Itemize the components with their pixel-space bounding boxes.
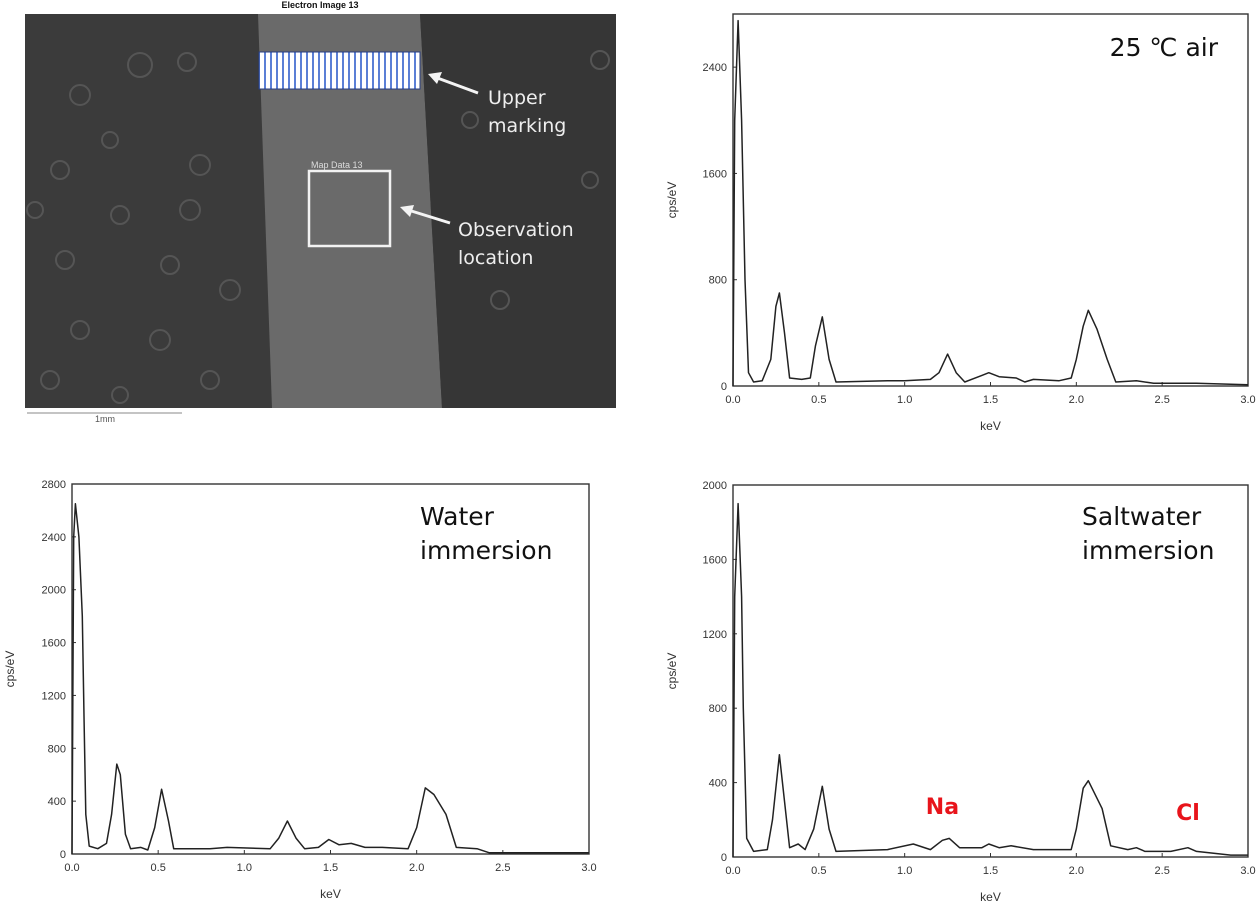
x-axis-label: keV — [980, 419, 1001, 433]
observation-label-2: location — [458, 247, 533, 269]
map-data-label: Map Data 13 — [311, 160, 363, 170]
y-axis-label: cps/eV — [3, 651, 17, 688]
y-tick-label: 2400 — [703, 62, 727, 74]
x-tick-label: 0.0 — [725, 865, 740, 877]
x-tick-label: 1.5 — [983, 394, 998, 406]
x-tick-label: 3.0 — [581, 862, 596, 874]
y-tick-label: 800 — [709, 275, 727, 287]
upper-marking-label-1: Upper — [488, 87, 546, 109]
x-tick-label: 0.5 — [811, 865, 826, 877]
condition-label: 25 ℃ air — [1110, 33, 1219, 62]
y-axis-label: cps/eV — [665, 182, 679, 219]
y-tick-label: 800 — [709, 703, 727, 715]
plot-frame — [732, 13, 1249, 387]
condition-label: immersion — [420, 536, 552, 565]
y-tick-label: 800 — [48, 743, 66, 755]
x-tick-label: 0.5 — [151, 862, 166, 874]
fiber-strip — [258, 14, 442, 408]
x-tick-label: 0.0 — [64, 862, 79, 874]
spectrum-line — [732, 19, 1249, 387]
y-axis-label: cps/eV — [665, 653, 679, 690]
y-tick-label: 1200 — [703, 629, 727, 641]
y-tick-label: 2400 — [42, 532, 66, 544]
x-tick-label: 1.5 — [323, 862, 338, 874]
y-tick-label: 2000 — [42, 585, 66, 597]
y-tick-label: 0 — [60, 849, 66, 861]
x-tick-label: 2.5 — [495, 862, 510, 874]
x-tick-label: 2.0 — [1069, 394, 1084, 406]
arrow-upper — [431, 74, 479, 95]
spectrum-line — [732, 502, 1248, 858]
x-axis-label: keV — [320, 887, 341, 901]
x-tick-label: 1.0 — [897, 394, 912, 406]
condition-label: Saltwater — [1082, 502, 1202, 531]
x-tick-label: 3.0 — [1240, 865, 1255, 877]
x-tick-label: 3.0 — [1240, 394, 1255, 406]
condition-label: immersion — [1082, 536, 1214, 565]
element-label-na: Na — [926, 795, 959, 820]
y-tick-label: 2000 — [703, 480, 727, 492]
condition-label: Water — [420, 502, 495, 531]
spectrum-line — [71, 503, 589, 855]
x-tick-label: 0.5 — [811, 394, 826, 406]
y-tick-label: 2800 — [42, 479, 66, 491]
x-tick-label: 1.5 — [983, 865, 998, 877]
upper-marking — [258, 51, 421, 90]
y-tick-label: 0 — [721, 852, 727, 864]
sem-title: Electron Image 13 — [281, 0, 358, 10]
surface-craters — [26, 50, 610, 404]
chart-water: 0.0 0.5 1.0 1.5 2.0 2.5 3.0 0 400 800 1200 1600 2000… — [3, 479, 597, 901]
x-tick-label: 0.0 — [725, 394, 740, 406]
x-tick-label: 1.0 — [237, 862, 252, 874]
element-label-cl: Cl — [1176, 801, 1200, 826]
x-axis-label: keV — [980, 890, 1001, 904]
x-tick-label: 2.0 — [1069, 865, 1084, 877]
x-tick-label: 2.5 — [1155, 865, 1170, 877]
y-tick-label: 1200 — [42, 690, 66, 702]
chart-saltwater: 0.0 0.5 1.0 1.5 2.0 2.5 3.0 0 400 800 1200 1600 2000… — [665, 480, 1256, 904]
observation-box — [307, 169, 392, 248]
chart-air: 0.0 0.5 1.0 1.5 2.0 2.5 3.0 0 800 1600 2400 keV cps/… — [665, 13, 1256, 433]
x-tick-label: 2.0 — [409, 862, 424, 874]
y-tick-label: 0 — [721, 381, 727, 393]
observation-label-1: Observation — [458, 219, 574, 241]
sem-image: Electron Image 13 Map Data 13 Upper m — [25, 0, 616, 424]
x-tick-label: 1.0 — [897, 865, 912, 877]
y-tick-label: 1600 — [703, 168, 727, 180]
y-tick-label: 1600 — [703, 554, 727, 566]
y-tick-label: 400 — [48, 796, 66, 808]
x-tick-label: 2.5 — [1155, 394, 1170, 406]
y-tick-label: 1600 — [42, 638, 66, 650]
scale-bar-label: 1mm — [95, 414, 115, 424]
arrow-observation — [404, 207, 451, 225]
upper-marking-label-2: marking — [488, 115, 566, 137]
y-tick-label: 400 — [709, 778, 727, 790]
